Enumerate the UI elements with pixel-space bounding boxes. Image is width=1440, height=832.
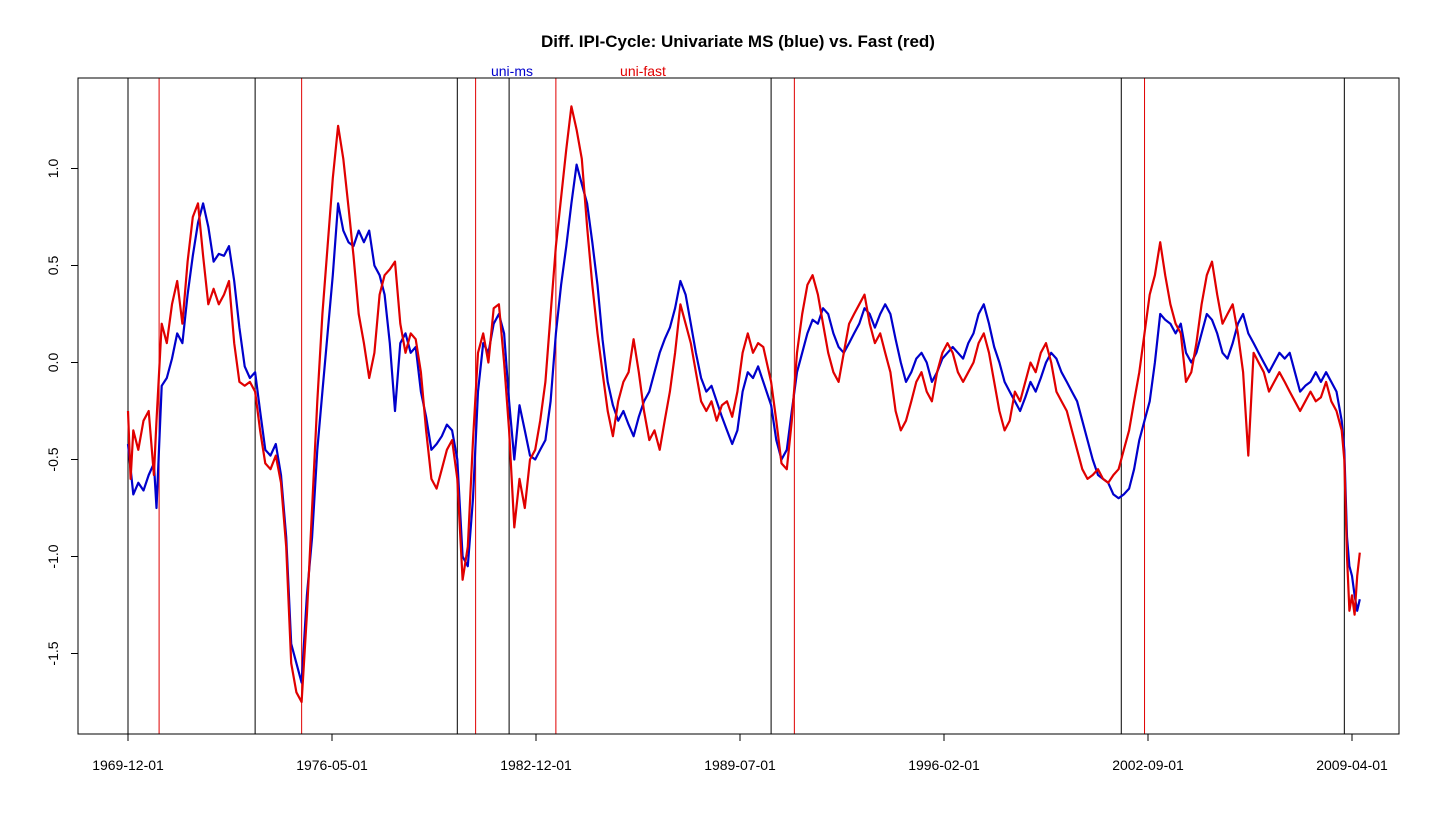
series-line-uni-ms	[126, 163, 1361, 684]
x-tick-label-0: 1969-12-01	[92, 757, 164, 773]
plot-frame	[77, 77, 1400, 735]
legend-label-uni-ms: uni-ms	[491, 63, 533, 79]
x-tick-label-2: 1982-12-01	[500, 757, 572, 773]
y-tick-label-1: -1.0	[45, 544, 61, 568]
axes: 1969-12-01 1976-05-01 1982-12-01 1989-07-01…	[45, 159, 1388, 773]
y-tick-label-0: -1.5	[45, 641, 61, 665]
x-tick-label-6: 2009-04-01	[1316, 757, 1388, 773]
x-tick-label-1: 1976-05-01	[296, 757, 368, 773]
y-tick-label-3: 0.0	[45, 353, 61, 373]
x-tick-label-3: 1989-07-01	[704, 757, 776, 773]
legend-label-uni-fast: uni-fast	[620, 63, 666, 79]
vertical-markers	[127, 78, 1345, 734]
y-tick-label-2: -0.5	[45, 447, 61, 471]
y-tick-label-4: 0.5	[45, 256, 61, 276]
y-tick-label-5: 1.0	[45, 159, 61, 179]
series-line-uni-fast	[126, 105, 1361, 704]
series-lines	[126, 105, 1361, 704]
x-tick-label-4: 1996-02-01	[908, 757, 980, 773]
x-tick-label-5: 2002-09-01	[1112, 757, 1184, 773]
chart-title: Diff. IPI-Cycle: Univariate MS (blue) vs…	[541, 32, 935, 51]
